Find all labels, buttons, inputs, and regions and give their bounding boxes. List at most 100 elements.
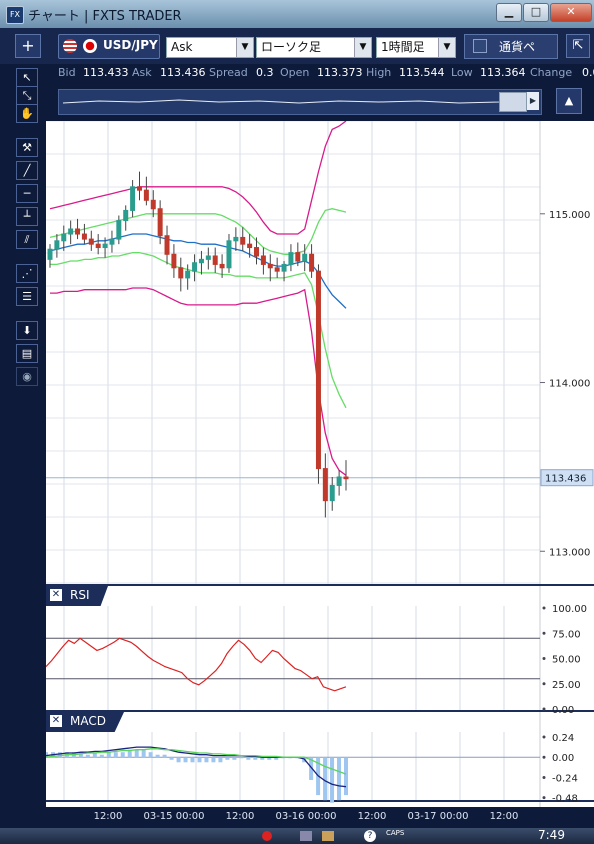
candle-body [102,243,108,249]
candle-body [54,240,60,250]
macd-histogram-bar [120,752,125,758]
macd-histogram-bar [232,757,237,760]
macd-close-icon[interactable]: ✕ [50,715,62,727]
candle-body [343,476,349,480]
japan-flag-icon [83,39,97,53]
x-axis-label: 12:00 [489,811,519,822]
candle-body [329,484,335,502]
macd-histogram-bar [176,757,181,763]
macd-histogram-bar [92,752,97,758]
macd-histogram-bar [260,757,265,760]
camera-icon[interactable]: ◉ [16,367,38,386]
currency-pair-button[interactable]: 通貨ペ [464,34,558,59]
macd-histogram-bar [99,754,104,758]
candle-body [212,255,218,265]
candle-body [185,270,191,279]
candle-body [274,267,280,272]
macd-histogram-bar [113,752,118,758]
x-axis-label: 03-17 00:00 [407,811,469,822]
list-icon[interactable]: ▤ [16,344,38,363]
candle-body [130,186,136,211]
rsi-tick-label: 50.00 [552,655,581,666]
open-label: Open [280,66,310,79]
crosshair-cursor-icon[interactable]: ⤡ [16,86,38,105]
navigator-handle[interactable] [499,92,527,112]
window-title-bar: FX チャート | FXTS TRADER ▁ □ ✕ [0,0,594,29]
parallel-lines-icon[interactable]: ⫽ [16,230,38,249]
ask-label: Ask [132,66,152,79]
candle-body [336,476,342,486]
tray-network-icon[interactable] [300,831,312,841]
macd-histogram-bar [253,757,258,760]
checkbox[interactable] [473,39,487,53]
change-value: 0.0 [582,66,594,79]
macd-histogram-bar [183,757,188,763]
window-title: チャート | FXTS TRADER [28,9,182,24]
candle-body [288,252,294,265]
candle-body [260,255,266,265]
candle-body [68,228,74,235]
change-label: Change [530,66,573,79]
vertical-line-icon[interactable]: ┴ [16,207,38,226]
rsi-tick-label: 0.00 [552,705,574,716]
chevron-down-icon: ▼ [236,38,253,57]
macd-histogram-bar [78,752,83,758]
macd-panel-header: ✕ MACD [46,712,124,732]
expand-button[interactable]: ⇱ [566,34,590,58]
macd-histogram-bar [127,749,132,758]
tray-folder-icon[interactable] [322,831,334,841]
current-price-label: 113.436 [545,474,586,485]
x-axis-label: 12:00 [93,811,123,822]
maximize-button[interactable]: □ [523,3,549,22]
chevron-down-icon: ▼ [354,38,371,57]
trend-line-icon[interactable]: ╱ [16,161,38,180]
chart-navigator[interactable]: ▶ [58,89,542,115]
rsi-close-icon[interactable]: ✕ [50,589,62,601]
fibonacci-retracement-icon[interactable]: ☰ [16,287,38,306]
candle-body [178,267,184,279]
candle-body [171,253,177,269]
fibonacci-fan-icon[interactable]: ⋰ [16,264,38,283]
x-axis-label: 03-15 00:00 [143,811,205,822]
spread-label: Spread [209,66,248,79]
indicator-line [49,121,347,235]
hammer-icon[interactable]: ⚒ [16,138,38,157]
macd-histogram-bar [330,757,335,803]
horizontal-line-icon[interactable]: ─ [16,184,38,203]
macd-tick-label: -0.48 [552,794,578,805]
download-icon[interactable]: ⬇ [16,321,38,340]
macd-histogram-bar [267,757,272,760]
symbol-selector[interactable]: USD/JPY [58,34,160,59]
close-button[interactable]: ✕ [550,3,592,22]
candle-body [143,189,149,201]
macd-tick-label: 0.00 [552,753,574,764]
hand-icon[interactable]: ✋ [16,104,38,123]
candle-body [226,240,232,269]
candle-body [47,248,53,260]
macd-histogram-bar [57,752,62,758]
candle-body [164,235,170,255]
scroll-right-icon[interactable]: ▶ [527,92,539,110]
minimize-button[interactable]: ▁ [496,3,522,22]
price-side-select[interactable]: Ask ▼ [166,37,254,58]
macd-histogram-bar [162,754,167,758]
chart-settings-icon[interactable]: ▲ [556,88,582,114]
candle-body [150,199,156,210]
candle-body [123,209,129,222]
y-tick-label: 113.000 [549,547,590,558]
candle-body [95,243,101,249]
x-axis-strip: 12:00 03-15 00:00 12:00 03-16 00:00 12:00 03-… [46,807,594,828]
candle-body [75,228,81,235]
tray-alert-icon[interactable] [262,831,272,841]
chevron-down-icon: ▼ [438,38,455,57]
chart-type-select[interactable]: ローソク足 ▼ [256,37,372,58]
macd-signal-line [46,748,347,775]
cursor-icon[interactable]: ↖ [16,68,38,87]
add-chart-button[interactable]: + [15,34,41,58]
chart-area[interactable]: 115.000 114.000 113.000 113.436 100.00 75.00 5… [46,121,594,807]
timeframe-select[interactable]: 1時間足 ▼ [376,37,456,58]
help-icon[interactable]: ? [364,830,376,842]
rsi-tick-label: 100.00 [552,604,587,615]
candle-body [219,263,225,269]
macd-histogram-bar [169,757,174,760]
